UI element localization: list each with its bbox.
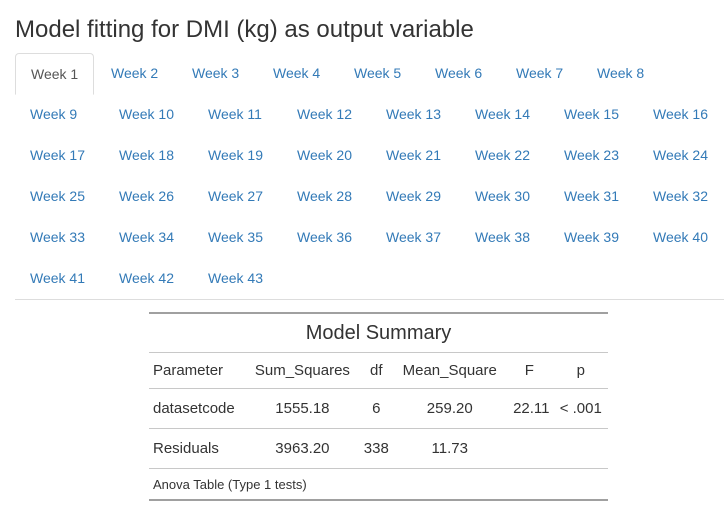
tab-week-43[interactable]: Week 43 <box>208 270 263 286</box>
tab-week-37[interactable]: Week 37 <box>386 229 441 245</box>
tab-week-27[interactable]: Week 27 <box>208 188 263 204</box>
cell-f <box>505 428 554 469</box>
tab-week-16[interactable]: Week 16 <box>653 106 708 122</box>
cell-p <box>553 428 608 469</box>
header-sum-squares: Sum_Squares <box>246 353 359 389</box>
cell-df: 338 <box>358 428 395 469</box>
tab-week-30[interactable]: Week 30 <box>475 188 530 204</box>
tab-week-29[interactable]: Week 29 <box>386 188 441 204</box>
tab-week-35[interactable]: Week 35 <box>208 229 263 245</box>
tab-week-15[interactable]: Week 15 <box>564 106 619 122</box>
tab-week-34[interactable]: Week 34 <box>119 229 174 245</box>
tab-week-24[interactable]: Week 24 <box>653 147 708 163</box>
cell-sum-squares: 1555.18 <box>246 388 359 429</box>
cell-sum-squares: 3963.20 <box>246 428 359 469</box>
tab-week-14[interactable]: Week 14 <box>475 106 530 122</box>
table-note-row: Anova Table (Type 1 tests) <box>149 468 608 501</box>
tab-week-1[interactable]: Week 1 <box>15 53 95 95</box>
tab-week-23[interactable]: Week 23 <box>564 147 619 163</box>
table-caption: Model Summary <box>149 312 608 353</box>
tab-week-40[interactable]: Week 40 <box>653 229 708 245</box>
tab-week-11[interactable]: Week 11 <box>208 106 262 122</box>
tab-week-33[interactable]: Week 33 <box>30 229 85 245</box>
tab-week-31[interactable]: Week 31 <box>564 188 619 204</box>
table-note: Anova Table (Type 1 tests) <box>149 468 608 501</box>
table-header-row: Parameter Sum_Squares df Mean_Square F p <box>149 353 608 389</box>
cell-parameter: Residuals <box>149 428 247 469</box>
header-f: F <box>505 353 554 389</box>
tab-week-21[interactable]: Week 21 <box>386 147 441 163</box>
tab-week-42[interactable]: Week 42 <box>119 270 174 286</box>
tab-week-6[interactable]: Week 6 <box>435 65 483 81</box>
tab-week-19[interactable]: Week 19 <box>208 147 263 163</box>
tab-week-12[interactable]: Week 12 <box>297 106 352 122</box>
tab-week-17[interactable]: Week 17 <box>30 147 85 163</box>
header-parameter: Parameter <box>149 353 247 389</box>
tab-week-9[interactable]: Week 9 <box>30 106 78 122</box>
table-row: datasetcode 1555.18 6 259.20 22.11 < .00… <box>149 388 608 429</box>
tab-week-5[interactable]: Week 5 <box>354 65 402 81</box>
header-p: p <box>553 353 608 389</box>
tab-week-28[interactable]: Week 28 <box>297 188 352 204</box>
tab-week-4[interactable]: Week 4 <box>273 65 321 81</box>
model-summary-table: Model Summary Parameter Sum_Squares df M… <box>149 312 608 501</box>
model-summary-panel: Model Summary Parameter Sum_Squares df M… <box>149 312 608 501</box>
page-title: Model fitting for DMI (kg) as output var… <box>15 16 474 43</box>
cell-mean-square: 11.73 <box>394 428 506 469</box>
tab-week-7[interactable]: Week 7 <box>516 65 564 81</box>
tab-week-8[interactable]: Week 8 <box>597 65 645 81</box>
header-df: df <box>358 353 395 389</box>
tab-week-13[interactable]: Week 13 <box>386 106 441 122</box>
tab-week-18[interactable]: Week 18 <box>119 147 174 163</box>
tab-week-10[interactable]: Week 10 <box>119 106 174 122</box>
cell-mean-square: 259.20 <box>394 388 506 429</box>
tab-week-38[interactable]: Week 38 <box>475 229 530 245</box>
tab-week-2[interactable]: Week 2 <box>111 65 159 81</box>
tab-week-26[interactable]: Week 26 <box>119 188 174 204</box>
cell-f: 22.11 <box>505 388 554 429</box>
header-mean-square: Mean_Square <box>394 353 506 389</box>
tab-week-36[interactable]: Week 36 <box>297 229 352 245</box>
tab-week-32[interactable]: Week 32 <box>653 188 708 204</box>
cell-parameter: datasetcode <box>149 388 247 429</box>
tab-week-20[interactable]: Week 20 <box>297 147 352 163</box>
week-tabs: Week 1 Week 2 Week 3 Week 4 Week 5 Week 6 Week… <box>15 53 724 300</box>
tab-week-3[interactable]: Week 3 <box>192 65 240 81</box>
cell-p: < .001 <box>553 388 608 429</box>
tab-week-22[interactable]: Week 22 <box>475 147 530 163</box>
table-row: Residuals 3963.20 338 11.73 <box>149 428 608 469</box>
tab-week-25[interactable]: Week 25 <box>30 188 85 204</box>
tab-week-41[interactable]: Week 41 <box>30 270 85 286</box>
tab-week-39[interactable]: Week 39 <box>564 229 619 245</box>
cell-df: 6 <box>358 388 395 429</box>
